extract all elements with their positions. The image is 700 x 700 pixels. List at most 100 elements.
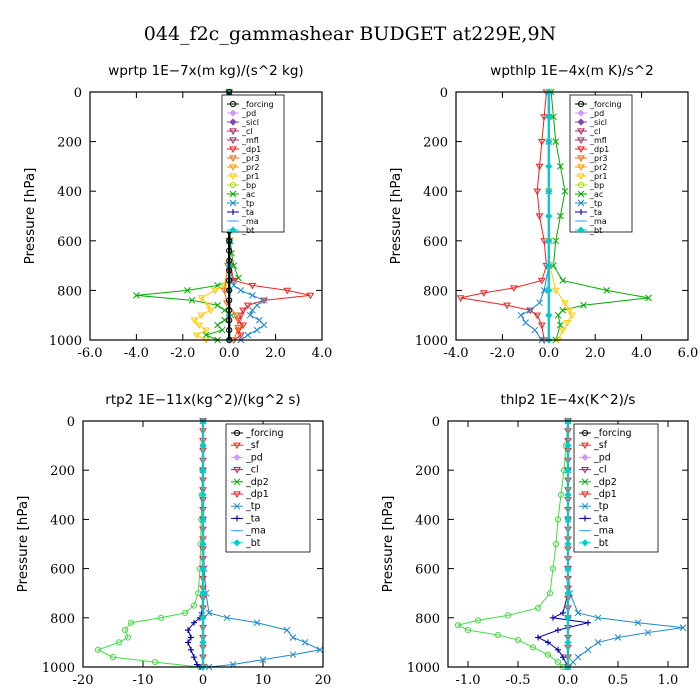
data-point-tp <box>517 311 525 319</box>
data-point-tp <box>223 614 231 622</box>
data-point-tp <box>594 639 602 646</box>
legend-label: _ta <box>245 513 260 524</box>
legend-label: _bp <box>241 181 256 190</box>
legend-marker <box>229 146 237 153</box>
data-point-tp <box>526 306 534 314</box>
legend-marker <box>229 181 237 189</box>
panel-2: wpthlp 1E−4x(m K)/s^2 Pressure [hPa] -4.0 -… <box>388 63 698 361</box>
data-point-pr3 <box>234 325 243 332</box>
panels: wprtp 1E−7x(m kg)/(s^2 kg) Pressure [hPa]… <box>15 63 698 688</box>
legend-label: _dp1 <box>589 145 609 154</box>
legend-marker <box>581 467 589 474</box>
data-point-pr1 <box>202 327 210 335</box>
legend-marker <box>233 502 241 510</box>
x-tick-label: 0.5 <box>608 673 629 688</box>
data-point-bt <box>199 565 207 573</box>
legend: _forcing_sf_pd _cl_dp2_dp1_tp_ta _ma_bt <box>573 423 659 553</box>
y-tick-label: 200 <box>50 464 75 479</box>
y-tick-label: 0 <box>432 415 440 430</box>
legend-label: _ma <box>593 526 614 537</box>
data-point-dp1 <box>533 188 542 196</box>
data-point-dp1 <box>190 602 198 609</box>
data-point-ac <box>133 292 140 299</box>
legend-label: _forcing <box>589 100 622 109</box>
y-axis-label: Pressure [hPa] <box>22 168 38 265</box>
y-tick-label: 0 <box>440 86 448 101</box>
legend-label: _cl <box>589 127 601 136</box>
y-tick-label: 1000 <box>415 334 448 349</box>
data-point-dp1 <box>236 332 245 340</box>
data-point-pr1 <box>204 302 213 310</box>
data-point-tp <box>237 287 245 294</box>
x-tick-label: 0 <box>199 673 207 688</box>
data-point-dp1 <box>494 631 502 639</box>
x-tick-label: -6.0 <box>77 346 102 361</box>
legend-label: _sicl <box>241 118 259 127</box>
data-point-dp1 <box>283 287 292 295</box>
data-point-pr1 <box>197 295 206 302</box>
data-point-ac <box>557 212 564 220</box>
data-point-dp1 <box>510 285 518 292</box>
y-tick-label: 800 <box>50 612 75 627</box>
legend-marker <box>582 515 588 522</box>
x-tick-label: -2.0 <box>490 346 515 361</box>
x-tick-label: -1.0 <box>455 673 480 688</box>
data-point-bt <box>199 442 207 450</box>
data-point-bt <box>545 311 553 319</box>
data-point-bt <box>564 442 572 450</box>
data-point-ac <box>557 163 564 170</box>
legend-marker <box>577 181 585 189</box>
data-point-ac <box>561 187 569 195</box>
data-point-bt <box>564 466 572 474</box>
data-point-bt <box>545 262 553 270</box>
panel-title: thlp2 1E−4x(K^2)/s <box>501 392 636 408</box>
legend-label: _forcing <box>241 100 274 109</box>
data-point-ta <box>185 627 191 634</box>
data-point-bt <box>199 515 207 523</box>
data-point-pr1 <box>565 307 574 315</box>
data-point-dp1 <box>549 565 557 572</box>
data-point-ac <box>235 274 242 282</box>
data-point-tp <box>531 326 539 334</box>
legend-label: _tp <box>245 501 261 512</box>
data-point-pr3 <box>232 312 241 320</box>
data-point-dp1 <box>529 644 537 651</box>
data-point-ta <box>545 639 551 646</box>
legend-marker <box>577 173 585 180</box>
data-point-tp <box>249 292 256 299</box>
legend-label: _bt <box>589 226 602 235</box>
x-tick-label: -4.0 <box>443 346 468 361</box>
figure-title: 044_f2c_gammashear BUDGET at229E,9N <box>144 23 556 45</box>
data-point-ac <box>188 296 196 304</box>
data-point-pr1 <box>551 287 560 295</box>
data-point-dp1 <box>109 654 117 661</box>
data-point-ta <box>188 634 194 641</box>
data-point-tp <box>260 296 268 304</box>
data-point-pr1 <box>197 312 206 320</box>
data-point-tp <box>584 646 592 654</box>
data-point-dp1 <box>454 622 462 629</box>
data-point-pr1 <box>563 320 572 327</box>
data-point-tp <box>244 331 252 339</box>
y-tick-label: 400 <box>57 185 82 200</box>
x-tick-label: 4.0 <box>631 346 652 361</box>
data-point-tp <box>316 646 324 654</box>
data-point-ac <box>645 294 652 302</box>
data-point-tp <box>246 311 254 319</box>
data-point-bt <box>199 638 207 646</box>
data-point-ac <box>550 113 557 121</box>
data-point-dp1 <box>535 213 544 220</box>
legend-label: _pd <box>241 109 256 118</box>
legend-marker <box>233 478 241 486</box>
data-point-tp <box>205 609 213 617</box>
legend-label: _dp1 <box>241 145 261 154</box>
data-point-bt <box>564 565 572 573</box>
data-point-bt <box>545 138 553 146</box>
legend-label: _pd <box>589 109 604 118</box>
y-tick-label: 800 <box>415 612 440 627</box>
data-point-dp1 <box>552 540 560 548</box>
legend-marker <box>581 539 589 547</box>
data-point-dp1 <box>306 292 315 300</box>
x-tick-label: -20 <box>73 673 94 688</box>
